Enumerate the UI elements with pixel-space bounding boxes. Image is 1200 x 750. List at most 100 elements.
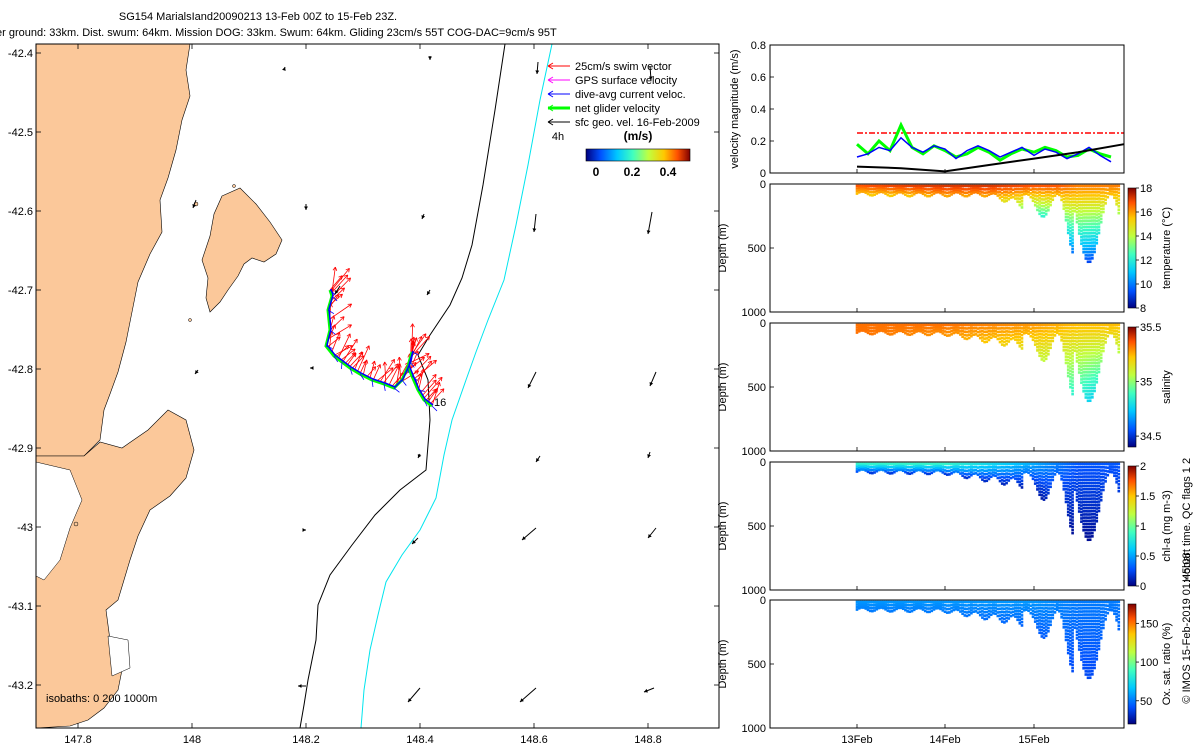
profile-point: [1095, 203, 1099, 207]
profile-point: [1071, 622, 1074, 626]
profile-point: [954, 462, 958, 466]
profile-point: [983, 323, 986, 327]
profile-point: [987, 323, 991, 327]
profile-point: [866, 465, 870, 468]
profile-point: [974, 606, 978, 610]
profile-point: [1000, 330, 1004, 333]
profile-point: [992, 471, 995, 474]
profile-point: [1088, 528, 1092, 532]
profile-point: [1044, 603, 1048, 607]
profile-point: [886, 329, 890, 333]
profile-point: [1086, 225, 1090, 229]
colorbar-label: chl-a (mg m-3): [1161, 490, 1173, 562]
swim-vector: [425, 388, 437, 402]
profile-point: [932, 470, 936, 473]
profile-point: [1069, 372, 1072, 376]
profile-point: [939, 603, 942, 606]
profile-point: [908, 465, 912, 469]
profile-point: [910, 603, 914, 607]
profile-point: [932, 600, 936, 604]
profile-point: [1066, 194, 1070, 197]
profile-point: [1069, 646, 1072, 650]
profile-point: [1018, 474, 1022, 478]
profile-point: [1069, 623, 1072, 627]
profile-point: [873, 326, 876, 330]
profile-point: [1082, 462, 1085, 466]
profile-point: [1049, 485, 1052, 489]
swim-vector: [414, 360, 432, 384]
vel-series-2: [856, 136, 1112, 163]
profile-point: [866, 331, 870, 335]
profile-point: [1025, 328, 1028, 332]
profile-point: [1093, 225, 1096, 229]
profile-point: [1064, 475, 1068, 478]
profile-point: [1102, 326, 1105, 330]
profile-point: [967, 600, 971, 604]
profile-point: [1095, 345, 1099, 349]
profile-point: [1031, 338, 1035, 342]
profile-point: [860, 466, 863, 469]
profile-point: [1018, 462, 1022, 466]
profile-point: [1095, 504, 1099, 507]
profile-point: [882, 462, 885, 466]
profile-point: [1082, 225, 1085, 229]
profile-point: [915, 467, 918, 470]
profile-point: [1091, 225, 1094, 229]
profile-point: [1071, 522, 1074, 525]
profile-point: [1036, 484, 1039, 488]
profile-point: [1080, 346, 1083, 349]
profile-point: [1000, 613, 1004, 617]
profile-point: [1077, 478, 1081, 482]
profile-point: [1117, 333, 1121, 337]
vel-axes: [769, 44, 1125, 174]
swim-vector: [427, 388, 438, 403]
profile-point: [1003, 614, 1006, 617]
profile-point: [1062, 197, 1066, 201]
profile-point: [1077, 619, 1081, 623]
profile-point: [873, 329, 876, 332]
profile-point: [1088, 333, 1092, 336]
profile-point: [996, 337, 1000, 341]
profile-point: [1066, 352, 1070, 356]
profile-point: [981, 613, 984, 616]
profile-point: [1022, 468, 1026, 471]
profile-point: [873, 187, 876, 191]
profile-point: [1097, 184, 1101, 188]
profile-point: [1080, 378, 1083, 381]
profile-point: [941, 603, 945, 607]
profile-point: [1036, 469, 1039, 472]
profile-point: [1086, 632, 1090, 635]
profile-point: [1086, 330, 1090, 333]
profile-point: [1113, 196, 1116, 200]
profile-point: [1088, 613, 1092, 616]
profile-point: [1075, 485, 1079, 489]
profile-point: [1042, 336, 1046, 340]
profile-point: [1113, 323, 1116, 327]
profile-point: [943, 187, 947, 191]
profile-point: [1084, 213, 1088, 216]
profile-point: [1077, 465, 1081, 469]
profile-point: [1073, 610, 1077, 613]
profile-point: [1071, 206, 1074, 210]
profile-point: [893, 465, 896, 469]
profile-point: [1053, 323, 1057, 327]
profile-point: [1036, 472, 1039, 475]
profile-point: [1086, 641, 1090, 645]
profile-point: [1088, 194, 1092, 197]
profile-point: [1016, 326, 1019, 330]
profile-point: [1088, 238, 1092, 241]
depth-ytick-label: 1000: [742, 446, 766, 458]
profile-point: [1075, 340, 1079, 343]
profile-point: [1097, 600, 1101, 604]
profile-point: [1082, 197, 1085, 200]
profile-point: [963, 469, 967, 473]
profile-point: [1084, 231, 1088, 235]
profile-point: [908, 607, 912, 610]
profile-point: [1117, 191, 1121, 195]
profile-point: [948, 607, 951, 611]
profile-point: [952, 187, 956, 190]
profile-point: [1117, 486, 1121, 490]
profile-point: [1080, 197, 1083, 201]
profile-point: [1086, 465, 1090, 469]
